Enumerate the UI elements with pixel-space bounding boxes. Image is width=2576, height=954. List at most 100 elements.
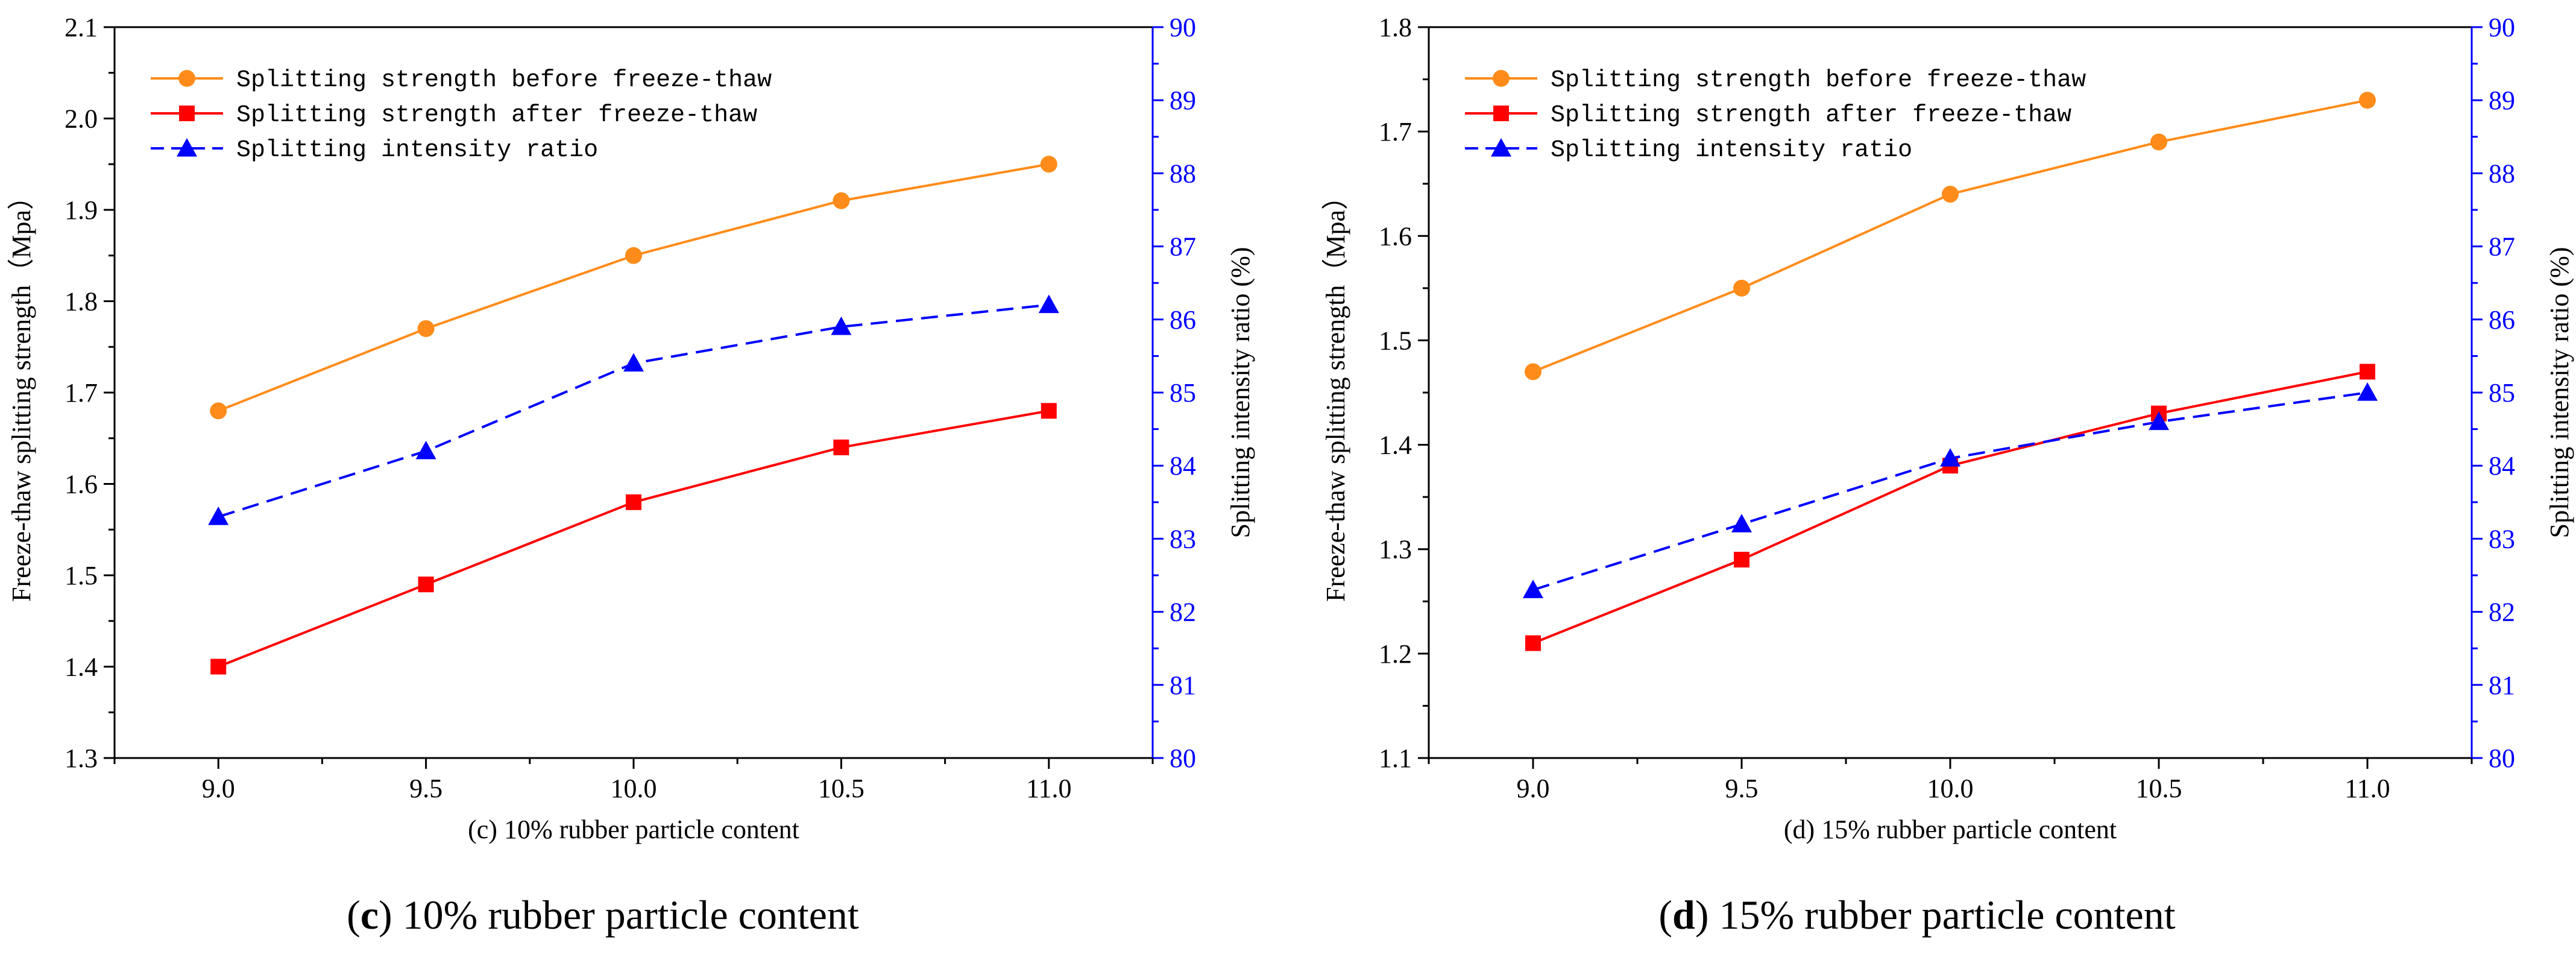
data-point-after [1734, 552, 1749, 568]
y-tick-label: 1.7 [65, 378, 98, 408]
y2-tick-label: 84 [1170, 451, 1196, 481]
y2-tick-label: 85 [2489, 378, 2515, 408]
data-point-before [417, 320, 435, 337]
data-point-before [625, 247, 642, 264]
series-line-after [218, 409, 1050, 668]
data-point-after [210, 659, 227, 675]
data-point-after [1041, 403, 1057, 419]
legend-marker-ratio [1491, 138, 1511, 157]
y-tick-label: 1.9 [65, 195, 98, 225]
legend-label-before: Splitting strength before freeze-thaw [1551, 67, 2086, 94]
x-tick-label: 10.5 [818, 774, 864, 803]
y-axis-title: Freeze-thaw splitting strength（Mpa） [7, 183, 36, 602]
y2-tick-label: 86 [1170, 305, 1196, 335]
y-tick-label: 1.4 [65, 652, 98, 682]
data-point-before [1040, 156, 1057, 173]
legend-marker-after [179, 106, 195, 121]
y2-tick-label: 80 [2489, 744, 2515, 773]
legend-label-after: Splitting strength after freeze-thaw [236, 102, 757, 129]
legend-label-before: Splitting strength before freeze-thaw [236, 67, 772, 94]
chart-panel-c: 1.3 1.4 1.5 1.6 1.7 1.8 1.9 2.0 2.1 80 81 82 83 84 85 8… [7, 13, 1255, 844]
x-tick-label: 11.0 [1026, 774, 1071, 803]
y2-axis-title: Splitting intensity ratio (%) [1226, 247, 1255, 539]
caption-d: (d) 15% rubber particle content [1658, 892, 2175, 938]
x-axis-title: (d) 15% rubber particle content [1784, 815, 2117, 844]
y2-tick-label: 82 [2489, 598, 2515, 627]
y2-tick-label: 90 [1170, 13, 1196, 42]
legend-marker-ratio [177, 138, 197, 157]
y2-tick-label: 80 [1170, 744, 1196, 773]
data-point-after [1525, 635, 1541, 651]
y2-tick-label: 90 [2489, 13, 2515, 42]
y2-axis-title: Splitting intensity ratio (%) [2545, 247, 2574, 539]
y-tick-label: 1.5 [65, 561, 98, 590]
y-tick-label: 1.8 [1379, 13, 1412, 42]
caption-c: (c) 10% rubber particle content [347, 892, 859, 938]
data-point-ratio [2149, 411, 2169, 431]
y2-tick-label: 87 [2489, 232, 2515, 262]
y2-tick-label: 86 [2489, 305, 2515, 335]
x-tick-label: 9.5 [1725, 774, 1759, 803]
y2-tick-label: 87 [1170, 232, 1196, 262]
legend-marker-after [1493, 106, 1509, 121]
data-point-before [2359, 92, 2376, 109]
caption-c-text: 10% rubber particle content [392, 892, 859, 938]
y-tick-label: 1.6 [1379, 221, 1412, 251]
series-line-after [1532, 370, 2368, 645]
chart-panel-d: 1.1 1.2 1.3 1.4 1.5 1.6 1.7 1.8 80 81 82 83 84 85 86 87… [1321, 13, 2574, 844]
y-tick-label: 1.4 [1379, 431, 1412, 460]
series-line-before [218, 163, 1050, 412]
data-point-ratio [1038, 294, 1059, 314]
data-point-ratio [831, 316, 852, 335]
y2-tick-label: 83 [1170, 524, 1196, 554]
legend-label-ratio: Splitting intensity ratio [236, 137, 598, 164]
series-line-ratio [1532, 391, 2368, 592]
legend-label-after: Splitting strength after freeze-thaw [1551, 102, 2071, 129]
y2-tick-label: 84 [2489, 451, 2515, 481]
x-tick-label: 10.0 [1927, 774, 1974, 803]
y-tick-label: 2.1 [65, 13, 98, 42]
data-point-ratio [623, 353, 644, 372]
data-point-ratio [1731, 514, 1752, 532]
y-tick-label: 1.7 [1379, 117, 1412, 147]
data-point-before [2150, 133, 2167, 151]
x-tick-label: 9.5 [409, 774, 442, 803]
data-point-after [418, 577, 434, 593]
legend-label-ratio: Splitting intensity ratio [1551, 137, 1912, 164]
x-axis-title: (c) 10% rubber particle content [468, 815, 799, 844]
x-tick-label: 10.0 [611, 774, 657, 803]
x-tick-label: 11.0 [2345, 774, 2390, 803]
y2-tick-label: 88 [2489, 159, 2515, 188]
series-line-ratio [218, 303, 1050, 518]
y-tick-label: 1.8 [65, 287, 98, 317]
legend-marker-before [178, 70, 195, 87]
data-point-ratio [2357, 382, 2378, 401]
data-point-ratio [1523, 580, 1543, 598]
data-point-ratio [208, 507, 229, 525]
data-point-before [1942, 186, 1959, 203]
caption-c-letter: c [361, 892, 379, 938]
data-point-ratio [1940, 448, 1960, 467]
legend-marker-before [1493, 70, 1510, 87]
y2-tick-label: 88 [1170, 159, 1196, 188]
y-tick-label: 1.6 [65, 470, 98, 499]
y2-tick-label: 83 [2489, 524, 2515, 554]
y-tick-label: 2.0 [65, 104, 98, 134]
y-tick-label: 1.3 [65, 744, 98, 773]
y2-tick-label: 85 [1170, 378, 1196, 408]
y2-tick-label: 82 [1170, 598, 1196, 627]
y2-tick-label: 89 [2489, 86, 2515, 115]
data-point-ratio [415, 440, 436, 460]
data-point-before [833, 192, 850, 209]
caption-d-text: 15% rubber particle content [1709, 892, 2176, 938]
y-axis-title: Freeze-thaw splitting strength（Mpa） [1321, 183, 1350, 602]
caption-d-letter: d [1672, 892, 1695, 938]
data-point-after [833, 439, 849, 455]
y2-tick-label: 81 [2489, 671, 2515, 700]
y-tick-label: 1.1 [1379, 744, 1412, 773]
y2-tick-label: 81 [1170, 671, 1196, 700]
y-tick-label: 1.3 [1379, 535, 1412, 564]
y-tick-label: 1.2 [1379, 639, 1412, 669]
y-tick-label: 1.5 [1379, 326, 1412, 355]
